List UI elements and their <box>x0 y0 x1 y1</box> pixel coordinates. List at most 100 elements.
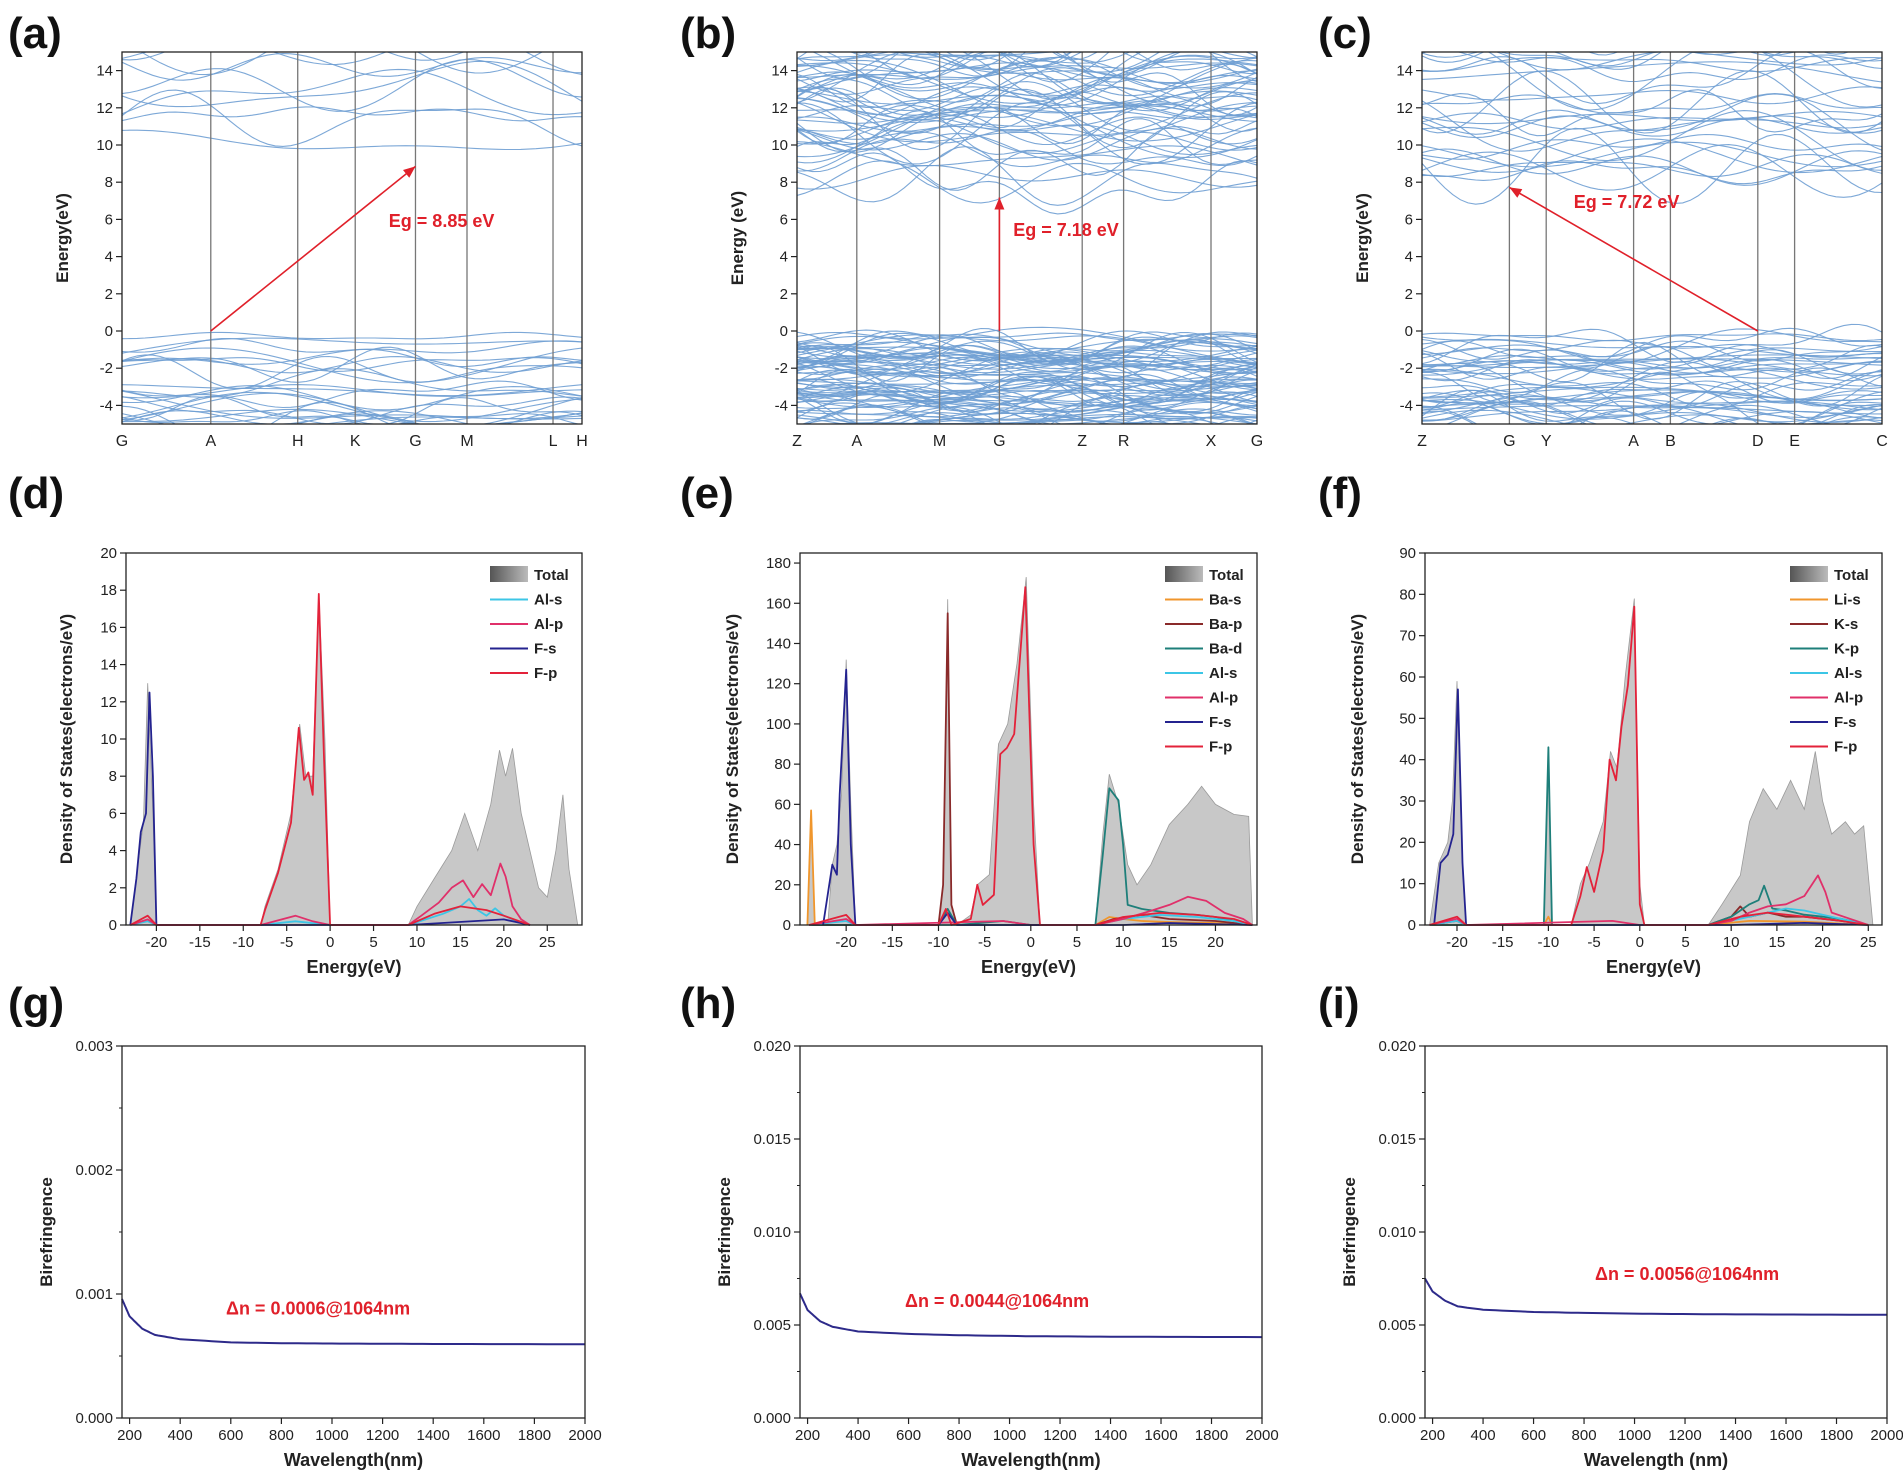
y-tick-label: 14 <box>96 63 113 80</box>
band-line <box>797 160 1257 204</box>
band-line <box>1588 52 1850 56</box>
kpoint-label: A <box>205 433 216 450</box>
band-line <box>122 337 582 354</box>
band-line <box>797 344 1257 376</box>
legend-label-li-s: Li-s <box>1834 592 1861 609</box>
kpoint-label: Z <box>1417 433 1427 450</box>
band-line <box>122 346 582 383</box>
band-line <box>797 384 1257 424</box>
band-line <box>1422 366 1882 390</box>
x-tick-label: 200 <box>117 1427 142 1444</box>
band-line <box>797 378 1257 405</box>
y-tick-label: -4 <box>775 397 788 414</box>
y-tick-label: 8 <box>109 768 117 785</box>
y-tick-label: 4 <box>1405 249 1413 266</box>
band-line <box>1422 332 1882 342</box>
x-tick-label: 400 <box>1471 1427 1496 1444</box>
x-tick-label: -20 <box>1446 934 1468 951</box>
panel-label-i: (i) <box>1318 979 1360 1028</box>
y-axis-label: Density of States(electrons/eV) <box>57 614 76 864</box>
band-line <box>122 106 582 122</box>
x-tick-label: 800 <box>269 1427 294 1444</box>
legend-label-f-p: F-p <box>1209 739 1232 756</box>
gap-arrowhead <box>402 166 416 178</box>
kpoint-label: Y <box>1541 433 1552 450</box>
x-tick-label: -10 <box>928 934 950 951</box>
y-tick-label: 0.000 <box>753 1410 791 1427</box>
band-line <box>1422 359 1882 376</box>
band-lines <box>122 52 582 424</box>
x-tick-label: 0 <box>1636 934 1644 951</box>
y-tick-label: 0.015 <box>753 1131 791 1148</box>
band-line <box>1422 357 1882 377</box>
y-tick-label: 10 <box>1396 137 1413 154</box>
band-line <box>1422 338 1882 357</box>
y-tick-label: 6 <box>780 211 788 228</box>
y-tick-label: 2 <box>780 286 788 303</box>
band-line <box>797 129 1257 172</box>
y-tick-label: 4 <box>780 249 788 266</box>
band-line <box>1422 359 1882 382</box>
band-line <box>1422 361 1882 402</box>
x-tick-label: 200 <box>795 1427 820 1444</box>
band-line <box>1422 405 1882 415</box>
kpoint-label: G <box>993 433 1005 450</box>
y-tick-label: 0.001 <box>75 1286 113 1303</box>
band-line <box>801 401 1154 424</box>
band-line <box>1422 109 1882 135</box>
y-tick-label: 70 <box>1399 628 1416 645</box>
band-line <box>1422 138 1882 174</box>
band-line <box>797 359 1257 387</box>
band-line <box>1422 115 1882 139</box>
band-line <box>1422 110 1882 125</box>
band-line <box>1422 93 1882 152</box>
band-line <box>122 340 582 365</box>
band-line <box>797 146 1257 206</box>
x-tick-label: 1400 <box>1719 1427 1752 1444</box>
x-tick-label: 10 <box>409 934 426 951</box>
dos-frame <box>1424 552 1883 926</box>
dos-series-f-p <box>808 586 1253 926</box>
x-tick-label: 0 <box>326 934 334 951</box>
legend-label-f-p: F-p <box>534 665 557 682</box>
x-tick-label: -10 <box>1538 934 1560 951</box>
band-line <box>797 164 1257 190</box>
legend-label-total: Total <box>534 567 569 584</box>
dos-total-area <box>129 593 579 926</box>
band-line <box>1422 371 1882 414</box>
band-line <box>122 52 582 76</box>
band-line <box>797 103 1257 145</box>
x-tick-label: -20 <box>835 934 857 951</box>
y-tick-label: 50 <box>1399 710 1416 727</box>
y-tick-label: 2 <box>109 880 117 897</box>
kpoint-label: G <box>1251 433 1263 450</box>
band-line <box>797 389 1257 415</box>
x-tick-label: 5 <box>1073 934 1081 951</box>
band-line <box>122 68 582 116</box>
band-line <box>122 395 582 424</box>
y-tick-label: 160 <box>766 595 791 612</box>
x-tick-label: 20 <box>1814 934 1831 951</box>
band-line <box>122 331 582 340</box>
y-tick-label: 2 <box>105 286 113 303</box>
dos-total-area <box>1429 598 1874 926</box>
y-tick-label: 0.002 <box>75 1162 113 1179</box>
y-tick-label: 0.010 <box>1378 1224 1416 1241</box>
band-line <box>797 356 1257 374</box>
y-axis-label: Energy (eV) <box>728 191 747 285</box>
band-line <box>1422 328 1882 364</box>
band-line <box>797 347 1257 371</box>
y-tick-label: 40 <box>774 837 791 854</box>
x-tick-label: 1200 <box>366 1427 399 1444</box>
band-line <box>122 410 581 424</box>
band-line <box>1422 133 1882 160</box>
kpoint-label: H <box>292 433 304 450</box>
x-tick-label: 15 <box>1161 934 1178 951</box>
y-tick-label: 80 <box>774 756 791 773</box>
band-line <box>797 101 1257 121</box>
legend-label-ba-d: Ba-d <box>1209 641 1242 658</box>
y-tick-label: 16 <box>100 619 117 636</box>
band-line <box>797 86 1257 120</box>
y-tick-label: 8 <box>780 174 788 191</box>
